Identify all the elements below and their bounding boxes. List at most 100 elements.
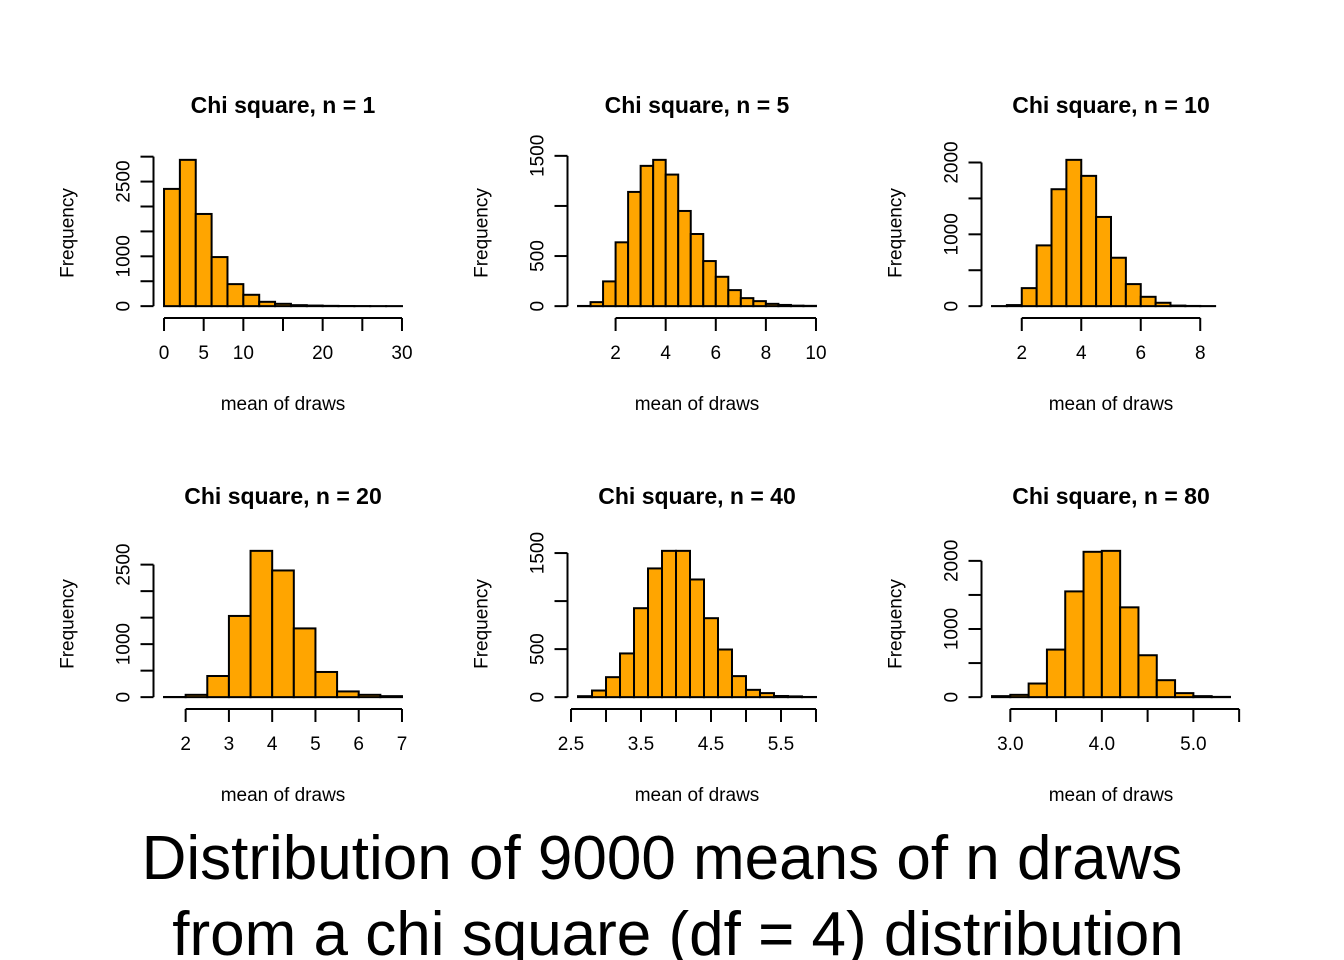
histogram-bar (675, 549, 692, 699)
histogram-bar (1192, 695, 1213, 699)
histogram-bar (614, 241, 630, 308)
histogram-bar (1155, 679, 1177, 699)
histogram-panel-3: 2 4 6 8 0 1000 2000 Chi square, n = 10 mean of d… (886, 92, 1217, 415)
histogram-bar (1027, 682, 1048, 699)
histogram-bar (652, 158, 667, 308)
x-tick-label: 4 (660, 343, 671, 364)
histogram-bar (357, 693, 382, 699)
histogram-panel-4: 2 3 4 5 6 7 0 1000 2500 Chi square, n = 20 mean of… (58, 483, 408, 806)
y-tick-label: 2500 (114, 160, 135, 202)
histogram-bar (1169, 304, 1187, 308)
histogram-bar (1100, 549, 1122, 699)
x-tick-label: 2 (610, 343, 621, 364)
histogram-bar (577, 695, 594, 699)
histogram-panel-6: 3.0 4.0 5.0 0 1000 2000 Chi square, n = 80 mean… (886, 483, 1241, 806)
histogram-bar (1005, 304, 1023, 308)
x-axis-label: mean of draws (635, 785, 760, 806)
x-tick-label: 5 (198, 343, 209, 364)
x-tick-label: 6 (353, 734, 364, 755)
x-tick-label: 0 (159, 343, 170, 364)
histogram-bar (589, 301, 605, 308)
histogram-bar (1139, 295, 1157, 308)
histogram-bar (184, 693, 209, 699)
y-tick-label: 500 (528, 633, 549, 665)
histogram-bar (1124, 283, 1142, 308)
x-tick-label: 5 (310, 734, 321, 755)
x-tick-label: 4.0 (1089, 734, 1115, 755)
histogram-bar (744, 688, 761, 699)
histogram-bar (242, 293, 261, 308)
panel-title: Chi square, n = 1 (191, 92, 376, 118)
histogram-bar (292, 627, 317, 699)
x-tick-label: 4.5 (698, 734, 724, 755)
histogram-bar (1035, 244, 1053, 308)
x-tick-label: 30 (391, 343, 412, 364)
histogram-bar (727, 289, 742, 308)
histogram-bar (305, 304, 324, 308)
x-axis-label: mean of draws (221, 394, 346, 415)
histogram-bar (777, 303, 792, 308)
x-tick-label: 3 (224, 734, 235, 755)
histogram-bar (677, 209, 692, 308)
y-axis-label: Frequency (472, 188, 493, 278)
y-tick-label: 2000 (942, 141, 963, 183)
histogram-bar (1080, 174, 1098, 308)
main-title-line-1: Distribution of 9000 means of n draws (142, 824, 1183, 893)
histogram-bar (1174, 692, 1195, 699)
y-tick-label: 0 (528, 301, 549, 312)
histogram-bar (786, 695, 803, 699)
histogram-bar (206, 674, 230, 699)
histogram-bar (336, 690, 360, 699)
histogram-bar (258, 300, 277, 308)
x-axis-label: mean of draws (221, 785, 346, 806)
histogram-bar (716, 648, 733, 699)
x-tick-label: 5.5 (768, 734, 794, 755)
x-tick-label: 8 (761, 343, 772, 364)
histogram-bar (210, 256, 229, 308)
histogram-bar (752, 300, 767, 308)
histogram-bar (1065, 158, 1083, 308)
x-tick-label: 20 (312, 343, 333, 364)
panel-title: Chi square, n = 40 (598, 483, 796, 509)
histogram-bar (619, 652, 636, 699)
x-tick-label: 2 (180, 734, 191, 755)
y-tick-label: 1000 (114, 235, 135, 277)
x-tick-label: 5.0 (1180, 734, 1206, 755)
x-tick-label: 3.5 (628, 734, 654, 755)
y-axis-label: Frequency (58, 188, 79, 278)
histogram-bar (1045, 648, 1067, 699)
y-axis-label: Frequency (58, 579, 79, 669)
histogram-bar (1119, 606, 1140, 699)
panel-title: Chi square, n = 20 (184, 483, 382, 509)
histogram-panel-2: 2 4 6 8 10 0 500 1500 Chi square, n = 5 mean of d… (472, 92, 827, 415)
main-title-line-2: from a chi square (df = 4) distribution (172, 900, 1183, 960)
histogram-bar (274, 302, 292, 308)
histogram-bar (633, 607, 650, 699)
y-tick-label: 500 (528, 240, 549, 272)
histogram-bar (1110, 256, 1127, 308)
histogram-bar (714, 275, 730, 308)
x-tick-label: 2.5 (558, 734, 584, 755)
histogram-bar (730, 675, 747, 699)
histogram-bar (627, 190, 642, 308)
x-tick-label: 7 (397, 734, 408, 755)
y-tick-label: 2500 (114, 543, 135, 585)
histogram-bar (379, 695, 403, 699)
histogram-bar (314, 670, 339, 699)
y-tick-label: 0 (942, 692, 963, 703)
panel-title: Chi square, n = 5 (605, 92, 790, 118)
histogram-panel-5: 2.5 3.5 4.5 5.5 0 500 1500 Chi square, n = 40 me… (472, 483, 817, 806)
y-tick-label: 1000 (114, 623, 135, 665)
y-tick-label: 0 (528, 692, 549, 703)
y-tick-label: 2000 (942, 540, 963, 582)
x-axis-label: mean of draws (635, 394, 760, 415)
x-tick-label: 6 (710, 343, 721, 364)
histogram-bar (772, 694, 789, 699)
histogram-bar (739, 297, 755, 308)
histogram-bar (194, 212, 213, 308)
panel-title: Chi square, n = 10 (1012, 92, 1210, 118)
y-axis-label: Frequency (886, 188, 907, 278)
histogram-bar (602, 280, 617, 308)
